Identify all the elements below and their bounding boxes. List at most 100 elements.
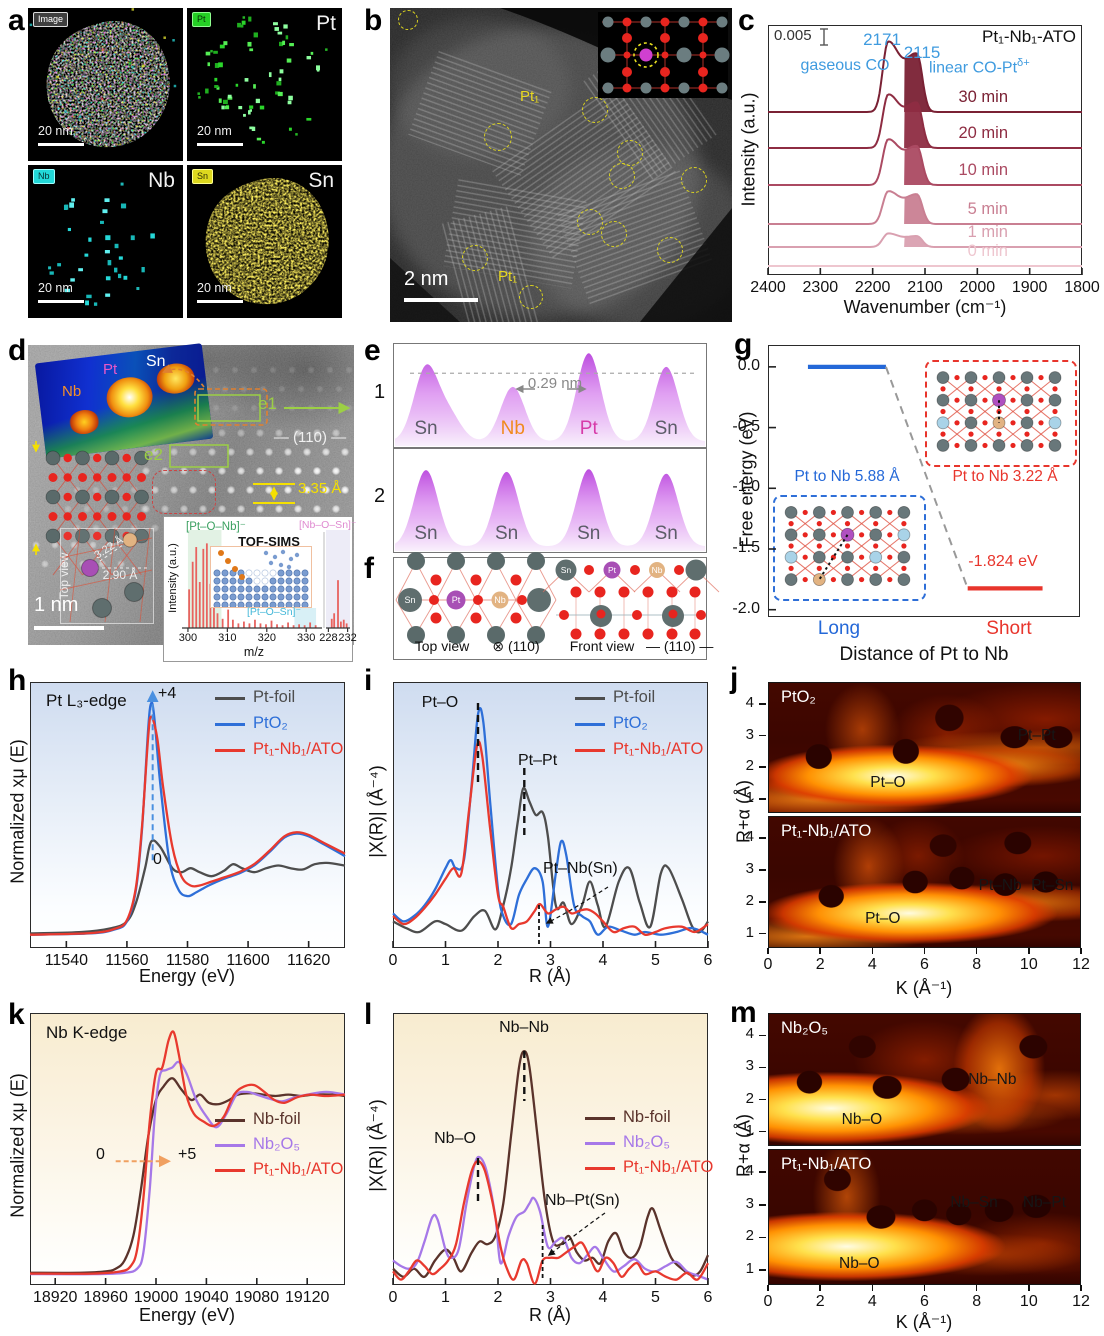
circle-shape xyxy=(293,601,301,607)
rect-shape xyxy=(216,613,219,628)
x-tick-label: 19120 xyxy=(284,1289,330,1306)
tof-tick-label: 330 xyxy=(297,632,316,644)
circle-shape xyxy=(678,16,690,28)
rect-shape xyxy=(253,84,256,89)
circle-shape xyxy=(407,626,425,644)
rect-shape xyxy=(131,8,135,11)
circle-shape xyxy=(527,626,545,644)
path-shape xyxy=(69,527,81,623)
circle-shape xyxy=(122,532,138,548)
circle-shape xyxy=(45,450,61,466)
energy-value-label: -1.824 eV xyxy=(968,553,1038,570)
atom-label: Nb xyxy=(652,565,663,575)
drifts-curve xyxy=(768,40,1082,113)
map-tag-image: Image xyxy=(33,12,69,27)
oxidation-label-plus4: +4 xyxy=(158,685,177,702)
path-shape xyxy=(59,569,153,591)
circle-shape xyxy=(217,428,227,438)
circle-shape xyxy=(649,562,665,578)
circle-shape xyxy=(699,51,707,59)
x-tick-label: 11560 xyxy=(105,952,149,969)
circle-shape xyxy=(134,450,149,466)
circle-shape xyxy=(716,16,728,28)
circle-shape xyxy=(491,591,509,609)
eds-map-nb xyxy=(28,165,183,318)
circle-shape xyxy=(137,512,146,521)
path-shape xyxy=(904,53,956,112)
rect-shape xyxy=(255,98,260,104)
circle-shape xyxy=(936,416,950,430)
circle-shape xyxy=(674,565,684,575)
circle-shape xyxy=(992,371,1006,384)
circle-shape xyxy=(297,385,305,393)
circle-shape xyxy=(263,550,269,556)
circle-shape xyxy=(784,528,798,542)
caption-top-view: Top view xyxy=(414,638,470,654)
profile-peak-label: Sn xyxy=(414,523,438,544)
m-map1-title: Nb₂O₅ xyxy=(781,1019,828,1037)
x-tick-label: 1 xyxy=(441,1289,450,1306)
bond-label-pt-o: Pt–O xyxy=(421,694,459,711)
rect-shape xyxy=(556,168,714,308)
y-tick-label: -0.5 xyxy=(732,417,760,435)
legend-label: Nb-foil xyxy=(253,1110,301,1128)
intensity-profile-2 xyxy=(395,469,705,551)
rect-shape xyxy=(163,36,166,39)
pt-atom-circle xyxy=(577,209,604,236)
circle-shape xyxy=(642,628,654,640)
exafs-nb-plot-area xyxy=(393,1013,708,1285)
circle-shape xyxy=(179,466,189,476)
profile-peak-label: Sn xyxy=(494,523,519,544)
spacing-annotation: 0.29 nm xyxy=(527,375,583,392)
circle-shape xyxy=(312,466,322,476)
panel-letter-g: g xyxy=(734,328,753,361)
series-time-label: 0 min xyxy=(967,242,1008,260)
pt-atom-circle xyxy=(484,123,513,152)
x-tick-label: 2300 xyxy=(802,279,839,296)
j-map2-title: Pt₁-Nb₁/ATO xyxy=(781,822,872,840)
l-chart xyxy=(392,1049,710,1285)
legend-swatch xyxy=(585,1142,615,1145)
rect-shape xyxy=(440,205,540,322)
rect-shape xyxy=(243,621,245,628)
drifts-chart xyxy=(767,28,1083,275)
circle-shape xyxy=(618,586,630,598)
circle-shape xyxy=(1048,439,1062,452)
caption-110-top: ⊗ (110) xyxy=(492,638,540,654)
bond-label-pt-pt: Pt–Pt xyxy=(518,752,558,769)
circle-shape xyxy=(830,576,836,583)
circle-shape xyxy=(75,450,90,466)
circle-shape xyxy=(666,586,678,598)
circle-shape xyxy=(698,83,708,93)
circle-shape xyxy=(286,564,292,570)
x-tick-mark xyxy=(1028,1285,1030,1291)
circle-shape xyxy=(632,610,642,620)
rect-shape xyxy=(29,23,33,27)
legend-swatch xyxy=(575,723,605,726)
eds-map-overlay xyxy=(28,8,183,161)
oxidation-label-zero-nb: 0 xyxy=(96,1146,105,1163)
eds-map-sn xyxy=(187,165,342,318)
wavelet-map-pt1nb1ato xyxy=(768,816,1081,948)
m-x-axis-label: K (Å⁻¹) xyxy=(895,1312,953,1332)
annotation-linear-co-sup: δ+ xyxy=(1017,57,1030,69)
circle-shape xyxy=(623,51,631,59)
d-crystal-model xyxy=(45,450,149,576)
y-tick-mark xyxy=(759,1171,766,1173)
circle-shape xyxy=(642,586,654,598)
drifts-curve xyxy=(768,190,1082,225)
circle-shape xyxy=(92,598,112,618)
circle-shape xyxy=(283,447,293,457)
circle-shape xyxy=(802,509,808,516)
c-y-axis-label: Intensity (a.u.) xyxy=(738,92,759,207)
circle-shape xyxy=(982,420,988,426)
series-time-label: 5 min xyxy=(967,200,1008,218)
tof-cartoon xyxy=(210,546,312,608)
rect-shape xyxy=(285,35,289,40)
rect-shape xyxy=(85,300,89,306)
circle-shape xyxy=(321,447,331,457)
rect-shape xyxy=(287,622,289,628)
rect-shape xyxy=(195,547,198,628)
x-tick-label: 6 xyxy=(920,956,929,973)
circle-shape xyxy=(207,485,217,495)
